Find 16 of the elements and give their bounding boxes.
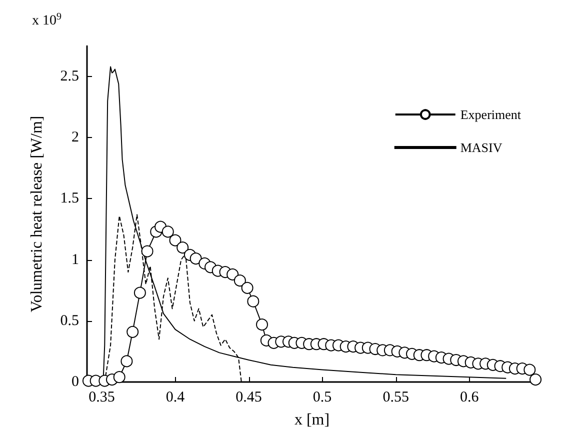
x-tick-label: 0.45 xyxy=(236,390,262,406)
x-tick-label: 0.5 xyxy=(312,390,332,406)
legend-label: MASIV xyxy=(460,140,503,155)
y-tick-label: 0.5 xyxy=(60,312,79,329)
legend-label: Experiment xyxy=(460,107,522,122)
x-tick-label: 0.55 xyxy=(382,390,409,406)
y-tick-label: 2 xyxy=(72,130,79,146)
x-tick-label: 0.35 xyxy=(88,390,115,406)
x-tick-label: 0.4 xyxy=(166,390,186,406)
y-axis-title: Volumetric heat release [W/m] xyxy=(28,116,46,312)
x-axis-title: x [m] xyxy=(294,412,330,428)
y-tick-label: 2.5 xyxy=(60,68,79,85)
y-tick-label: 0 xyxy=(72,374,79,390)
y-tick-label: 1 xyxy=(72,252,79,268)
x-tick-label: 0.6 xyxy=(460,390,480,406)
y-tick-label: 1.5 xyxy=(60,190,79,207)
